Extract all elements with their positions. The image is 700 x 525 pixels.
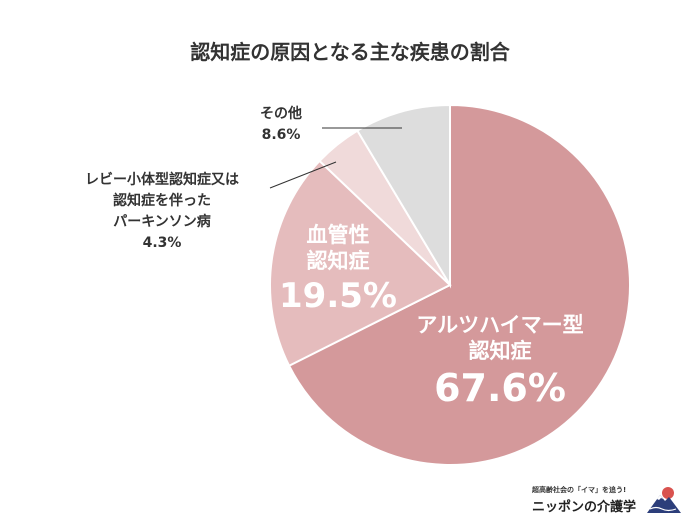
label-alzheimer: アルツハイマー型 認知症 67.6% [395, 312, 605, 412]
label-other: その他 8.6% [236, 104, 326, 146]
mountain-sun-icon [647, 487, 681, 513]
label-other-name: その他 [260, 106, 302, 122]
label-alzheimer-line2: 認知症 [468, 339, 532, 363]
label-other-pct: 8.6% [261, 127, 301, 143]
label-alzheimer-pct: 67.6% [434, 366, 566, 410]
label-lewy-pct: 4.3% [142, 235, 182, 251]
label-alzheimer-line1: アルツハイマー型 [416, 313, 584, 337]
label-vascular-line1: 血管性 [306, 223, 370, 247]
label-lewy-line3: パーキンソン病 [113, 214, 211, 230]
label-vascular-pct: 19.5% [279, 276, 397, 316]
label-vascular-line2: 認知症 [306, 249, 370, 273]
slice-vascular [269, 159, 452, 368]
label-lewy-line2: 認知症を伴った [113, 193, 211, 209]
label-lewy: レビー小体型認知症又は 認知症を伴った パーキンソン病 4.3% [62, 170, 262, 254]
slice-alzheimer [287, 103, 631, 466]
logo-tagline: 超高齢社会の「イマ」を追う! [532, 486, 627, 494]
leader-line-lewy [269, 161, 337, 189]
slice-other [356, 103, 451, 289]
logo-brand-name: ニッポンの介護学 [532, 500, 637, 515]
label-vascular: 血管性 認知症 19.5% [268, 222, 408, 318]
chart-title: 認知症の原因となる主な疾患の割合 [190, 40, 510, 64]
brand-logo: 超高齢社会の「イマ」を追う! ニッポンの介護学 [532, 485, 682, 517]
label-lewy-line1: レビー小体型認知症又は [85, 172, 239, 188]
